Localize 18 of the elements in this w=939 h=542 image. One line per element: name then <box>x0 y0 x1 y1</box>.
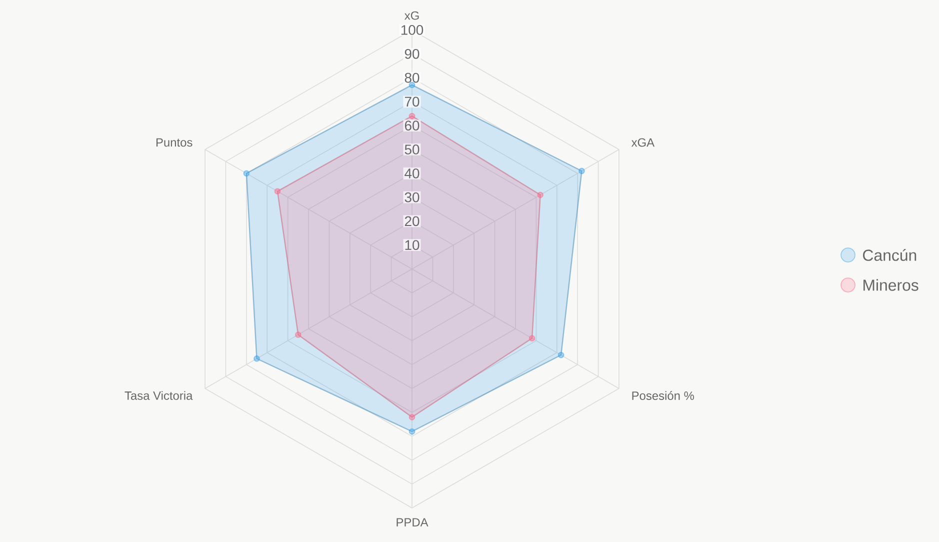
y-tick-label: 100 <box>401 25 424 35</box>
y-tick-label: 90 <box>404 48 420 59</box>
y-tick-label: 30 <box>404 192 420 202</box>
spoke-label: xGA <box>631 138 655 147</box>
spoke-label: PPDA <box>396 518 428 526</box>
y-tick-label: 20 <box>404 216 420 226</box>
y-tick-label: 50 <box>404 144 420 154</box>
spoke-label: Posesión % <box>632 391 694 400</box>
spoke-label: Puntos <box>156 138 192 147</box>
legend-label: Mineros <box>864 279 918 291</box>
y-tick-label: 10 <box>405 240 420 250</box>
y-tick-label: 60 <box>404 120 420 131</box>
spoke-label: xG <box>404 11 419 20</box>
y-tick-label: 40 <box>404 168 420 178</box>
spoke-label: Tasa Victoria <box>124 391 193 400</box>
y-tick-label: 80 <box>404 72 420 83</box>
legend-label: Cancún <box>863 249 916 261</box>
y-tick-label: 70 <box>404 96 420 107</box>
